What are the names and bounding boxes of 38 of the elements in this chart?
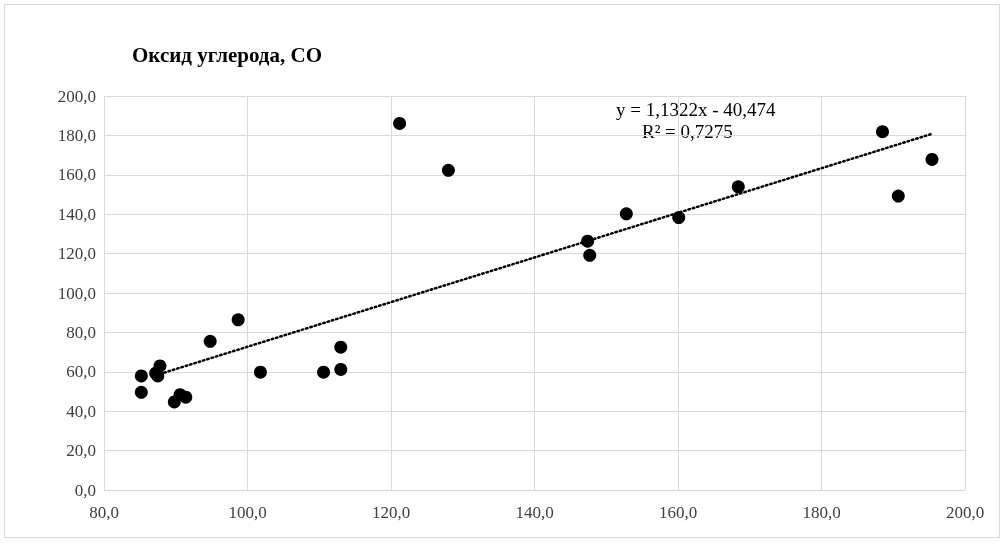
x-tick-label: 160,0 [658,503,698,522]
point [134,369,148,383]
point [393,116,407,130]
point [134,385,148,399]
point [334,340,348,354]
point [619,207,633,221]
y-tick-label: 100,0 [57,283,96,303]
point [231,313,245,327]
point [203,334,217,348]
x-tick-label: 180,0 [802,503,841,522]
y-tick-label: 80,0 [66,322,96,342]
point [441,163,455,177]
y-tick-label: 40,0 [66,401,96,421]
y-tick-label: 20,0 [66,441,96,461]
point [334,362,348,376]
annotation: y = 1,1322x - 40,474 [616,99,777,120]
x-tick-label: 120,0 [371,503,411,522]
point [583,248,597,262]
point [253,365,267,379]
point [153,359,167,373]
point [179,390,193,404]
point [925,152,939,166]
point [317,365,331,379]
point [876,125,889,139]
y-tick-label: 200,0 [57,86,96,106]
y-tick-label: 160,0 [57,165,96,185]
y-tick-label: 180,0 [57,125,96,145]
point [891,189,905,203]
y-tick-label: 60,0 [66,362,96,382]
y-tick-label: 120,0 [57,244,96,264]
chart-title: Оксид углерода, СО [132,42,322,67]
y-tick-label: 140,0 [57,204,96,224]
y-tick-label: 0,0 [74,480,96,500]
point [731,180,745,194]
x-tick-label: 200,0 [945,503,985,522]
x-tick-label: 140,0 [515,503,554,522]
x-tick-label: 100,0 [228,503,267,522]
x-tick-label: 80,0 [89,503,119,522]
